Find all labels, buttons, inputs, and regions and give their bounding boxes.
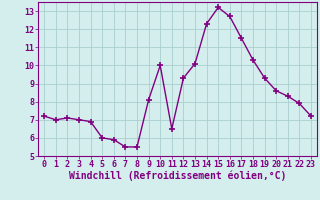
- X-axis label: Windchill (Refroidissement éolien,°C): Windchill (Refroidissement éolien,°C): [69, 171, 286, 181]
